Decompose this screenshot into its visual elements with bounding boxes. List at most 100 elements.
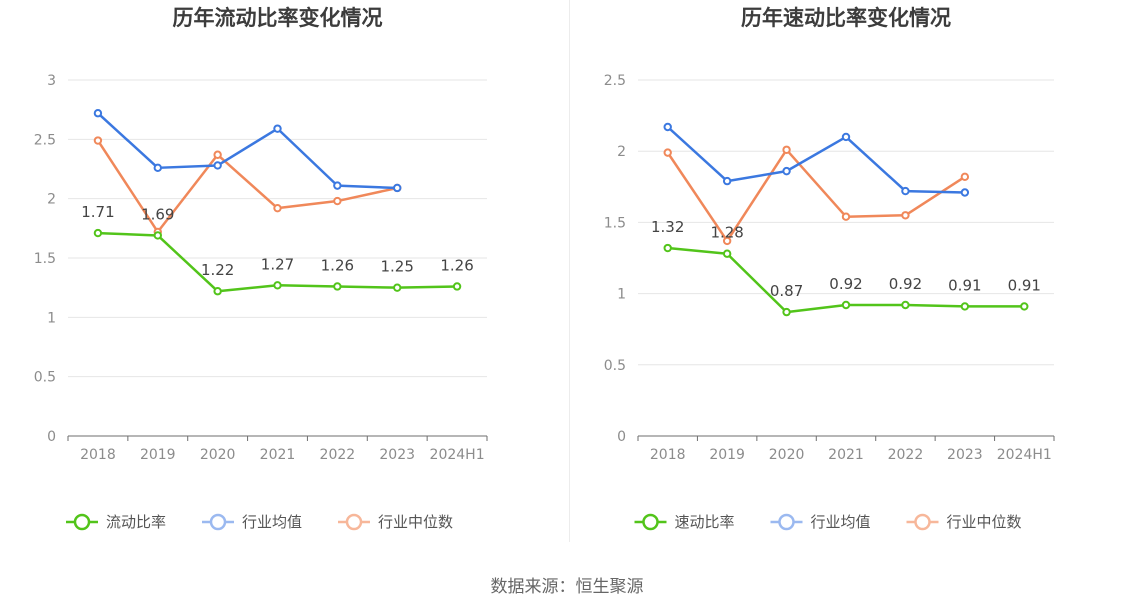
legend-swatch-marker bbox=[914, 513, 931, 531]
x-tick-label: 2018 bbox=[650, 447, 686, 463]
y-tick-label: 1.5 bbox=[34, 251, 56, 267]
y-tick-label: 0 bbox=[47, 429, 56, 445]
data-label: 0.91 bbox=[1008, 276, 1041, 294]
data-point bbox=[333, 196, 342, 206]
data-label: 0.92 bbox=[829, 275, 862, 293]
data-point bbox=[1020, 302, 1029, 311]
data-point bbox=[273, 124, 282, 133]
x-tick-label: 2020 bbox=[200, 447, 236, 463]
data-point bbox=[393, 283, 402, 292]
legend-label: 行业均值 bbox=[811, 513, 871, 531]
legend-swatch-marker bbox=[345, 513, 363, 531]
y-tick-label: 1.5 bbox=[604, 215, 626, 231]
data-point bbox=[273, 281, 282, 290]
chart-title: 历年流动比率变化情况 bbox=[173, 6, 383, 30]
panel-divider bbox=[569, 0, 570, 542]
x-tick-label: 2024H1 bbox=[997, 447, 1052, 463]
y-tick-label: 2.5 bbox=[604, 73, 626, 89]
legend-label: 行业均值 bbox=[242, 513, 302, 531]
data-point bbox=[663, 243, 672, 253]
data-source-note: 数据来源：恒生聚源 bbox=[490, 577, 644, 597]
data-label: 1.71 bbox=[81, 203, 114, 221]
data-point bbox=[960, 302, 970, 311]
data-point bbox=[333, 181, 342, 190]
legend-label: 流动比率 bbox=[106, 513, 166, 531]
data-point bbox=[782, 145, 791, 154]
x-tick-label: 2019 bbox=[140, 447, 176, 463]
data-point bbox=[722, 236, 732, 246]
x-tick-label: 2019 bbox=[709, 447, 745, 463]
data-point bbox=[901, 186, 910, 196]
y-tick-label: 2 bbox=[617, 144, 626, 160]
data-point bbox=[93, 136, 103, 145]
data-point bbox=[782, 307, 791, 317]
legend-label: 速动比率 bbox=[675, 513, 735, 531]
data-point bbox=[452, 282, 462, 291]
data-point bbox=[93, 228, 103, 238]
quick-ratio-chart: 历年速动比率变化情况 0 0.5 1 1.5 2 2.5 2018 2019 2020 2021 20… bbox=[604, 6, 1055, 531]
x-tick-label: 2023 bbox=[947, 447, 983, 463]
data-label: 1.22 bbox=[201, 261, 234, 279]
data-point bbox=[93, 109, 103, 118]
legend-swatch-marker bbox=[73, 513, 91, 531]
data-point bbox=[333, 282, 342, 291]
y-tick-label: 0 bbox=[617, 429, 626, 445]
data-point bbox=[901, 300, 910, 310]
x-tick-label: 2021 bbox=[260, 447, 296, 463]
current-ratio-chart: 历年流动比率变化情况 0 0.5 1 1.5 2 2.5 3 2018 2019 2020 2021 2… bbox=[34, 6, 488, 531]
x-tick-label: 2020 bbox=[769, 447, 805, 463]
y-tick-label: 3 bbox=[47, 73, 56, 89]
data-label: 1.28 bbox=[710, 224, 743, 242]
data-label: 1.27 bbox=[261, 255, 294, 273]
data-label: 1.26 bbox=[440, 256, 473, 274]
data-point bbox=[213, 150, 222, 159]
series-line bbox=[666, 126, 965, 194]
y-tick-label: 2.5 bbox=[34, 132, 56, 148]
y-tick-label: 1 bbox=[47, 310, 56, 326]
data-point bbox=[213, 161, 222, 170]
data-point bbox=[393, 183, 402, 193]
data-label: 0.92 bbox=[889, 275, 922, 293]
data-point bbox=[722, 249, 732, 258]
y-tick-label: 2 bbox=[47, 192, 56, 208]
data-label: 1.25 bbox=[381, 258, 414, 276]
data-point bbox=[782, 166, 791, 176]
data-point bbox=[213, 287, 222, 296]
legend-swatch-marker bbox=[209, 513, 227, 531]
data-point bbox=[960, 172, 970, 182]
legend-label: 行业中位数 bbox=[378, 513, 453, 531]
data-label: 1.32 bbox=[651, 218, 684, 236]
legend-swatch-marker bbox=[642, 513, 659, 531]
x-tick-label: 2021 bbox=[828, 447, 864, 463]
series-line bbox=[666, 148, 966, 243]
data-point bbox=[722, 176, 732, 186]
data-point bbox=[841, 212, 851, 221]
legend-swatch-marker bbox=[778, 513, 795, 531]
data-point bbox=[273, 203, 282, 213]
data-label: 1.69 bbox=[141, 205, 174, 223]
x-tick-label: 2024H1 bbox=[430, 447, 485, 463]
legend-label: 行业中位数 bbox=[947, 513, 1022, 531]
data-point bbox=[153, 231, 162, 240]
y-tick-label: 0.5 bbox=[604, 358, 626, 374]
data-point bbox=[841, 300, 851, 310]
x-tick-label: 2018 bbox=[80, 447, 116, 463]
data-point bbox=[901, 211, 910, 220]
data-label: 0.87 bbox=[770, 282, 803, 300]
x-tick-label: 2023 bbox=[379, 447, 415, 463]
chart-title: 历年速动比率变化情况 bbox=[741, 6, 951, 30]
data-point bbox=[663, 122, 672, 132]
quick-ratio-chart-panel: 历年速动比率变化情况 0 0.5 1 1.5 2 2.5 2018 2019 2020 2021 20… bbox=[570, 0, 1134, 560]
y-tick-label: 1 bbox=[617, 287, 626, 303]
series-line bbox=[96, 139, 398, 234]
data-label: 0.91 bbox=[948, 276, 981, 294]
data-point bbox=[153, 163, 162, 173]
data-point bbox=[841, 132, 851, 142]
x-tick-label: 2022 bbox=[320, 447, 356, 463]
data-point bbox=[960, 188, 970, 197]
x-tick-label: 2022 bbox=[888, 447, 924, 463]
data-point bbox=[663, 148, 672, 157]
current-ratio-chart-panel: 历年流动比率变化情况 0 0.5 1 1.5 2 2.5 3 2018 2019 2020 2021 2… bbox=[0, 0, 567, 560]
y-tick-label: 0.5 bbox=[34, 370, 56, 386]
data-label: 1.26 bbox=[321, 256, 354, 274]
